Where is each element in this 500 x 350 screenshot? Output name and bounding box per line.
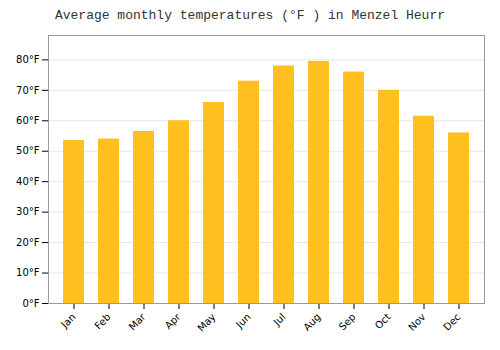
svg-text:Nov: Nov [406, 311, 428, 333]
svg-text:40°F: 40°F [16, 176, 40, 187]
svg-text:Dec: Dec [441, 311, 462, 332]
svg-text:Mar: Mar [127, 311, 149, 333]
svg-text:70°F: 70°F [16, 85, 40, 96]
svg-text:60°F: 60°F [16, 115, 40, 126]
svg-text:20°F: 20°F [16, 237, 40, 248]
svg-text:Sep: Sep [337, 311, 358, 332]
svg-text:Jan: Jan [58, 311, 77, 330]
svg-text:Jun: Jun [233, 311, 253, 331]
svg-text:0°F: 0°F [22, 298, 39, 309]
svg-text:80°F: 80°F [16, 54, 40, 65]
svg-text:10°F: 10°F [16, 267, 40, 278]
svg-text:Oct: Oct [373, 311, 393, 331]
svg-text:Jul: Jul [271, 311, 288, 328]
html-text:Average monthly temperatures (: Average monthly temperatures (°F ) in Me… [55, 8, 445, 23]
svg-text:Aug: Aug [301, 311, 323, 333]
svg-text:30°F: 30°F [16, 206, 40, 217]
svg-text:Apr: Apr [163, 311, 184, 332]
svg-text:Feb: Feb [92, 311, 112, 331]
svg-text:50°F: 50°F [16, 145, 40, 156]
svg-text:May: May [195, 311, 217, 333]
